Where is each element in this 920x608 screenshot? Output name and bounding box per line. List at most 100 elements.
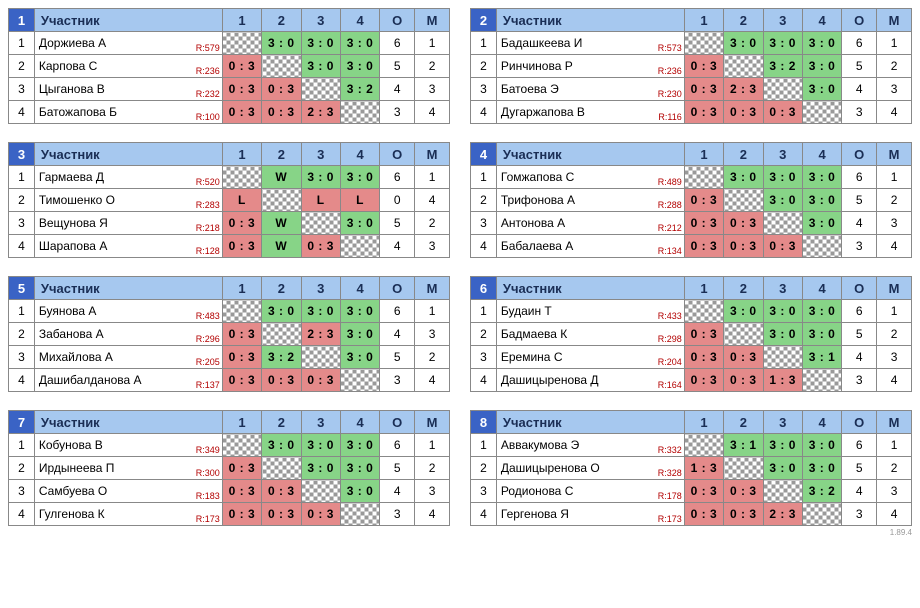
col-header-1: 1 (684, 9, 723, 32)
player-name: Буянова А (39, 304, 97, 318)
row-number: 4 (471, 235, 497, 258)
col-header-m: М (877, 411, 912, 434)
col-header-m: М (877, 143, 912, 166)
points-cell: 0 (380, 189, 415, 212)
score-cell: 3 : 0 (724, 300, 763, 323)
score-cell: 3 : 0 (802, 457, 841, 480)
score-cell: 3 : 0 (301, 55, 340, 78)
table-row: 3Самбуева ОR:1830 : 30 : 33 : 043 (9, 480, 450, 503)
player-name-cell: Антонова АR:212 (496, 212, 684, 235)
row-number: 2 (9, 55, 35, 78)
player-name-cell: Гомжапова СR:489 (496, 166, 684, 189)
col-header-2: 2 (724, 143, 763, 166)
col-header-o: О (380, 9, 415, 32)
group-table: 7Участник1234ОМ1Кобунова ВR:3493 : 03 : … (8, 410, 450, 526)
table-row: 3Вещунова ЯR:2180 : 3W3 : 052 (9, 212, 450, 235)
row-number: 4 (471, 369, 497, 392)
score-cell: 3 : 0 (802, 212, 841, 235)
score-cell (262, 457, 301, 480)
score-cell: 0 : 3 (684, 101, 723, 124)
group-number-header: 6 (471, 277, 497, 300)
group-number-header: 7 (9, 411, 35, 434)
score-cell: 3 : 0 (262, 32, 301, 55)
col-header-1: 1 (222, 411, 261, 434)
score-cell: 3 : 0 (340, 300, 379, 323)
player-name: Дашицыренова Д (501, 373, 599, 387)
table-row: 4Дашибалданова АR:1370 : 30 : 30 : 334 (9, 369, 450, 392)
table-row: 1Будаин ТR:4333 : 03 : 03 : 061 (471, 300, 912, 323)
table-row: 2Ирдынеева ПR:3000 : 33 : 03 : 052 (9, 457, 450, 480)
table-row: 2Ринчинова РR:2360 : 33 : 23 : 052 (471, 55, 912, 78)
player-name: Бадашкеева И (501, 36, 582, 50)
table-row: 2Забанова АR:2960 : 32 : 33 : 043 (9, 323, 450, 346)
player-name: Гергенова Я (501, 507, 569, 521)
col-header-o: О (842, 9, 877, 32)
score-cell (684, 434, 723, 457)
col-header-2: 2 (262, 411, 301, 434)
player-name: Гармаева Д (39, 170, 104, 184)
place-cell: 3 (415, 235, 450, 258)
score-cell: 0 : 3 (724, 101, 763, 124)
row-number: 1 (9, 32, 35, 55)
score-cell: 0 : 3 (724, 235, 763, 258)
row-number: 3 (9, 78, 35, 101)
row-number: 1 (471, 32, 497, 55)
player-name-cell: Самбуева ОR:183 (34, 480, 222, 503)
participant-header: Участник (496, 277, 684, 300)
score-cell: 3 : 0 (340, 434, 379, 457)
score-cell: 3 : 0 (340, 346, 379, 369)
player-rating: R:328 (658, 468, 682, 478)
place-cell: 2 (877, 55, 912, 78)
col-header-2: 2 (724, 411, 763, 434)
participant-header: Участник (34, 143, 222, 166)
row-number: 1 (9, 166, 35, 189)
col-header-3: 3 (763, 9, 802, 32)
score-cell: 0 : 3 (301, 235, 340, 258)
place-cell: 3 (877, 78, 912, 101)
player-name-cell: Михайлова АR:205 (34, 346, 222, 369)
row-number: 4 (471, 503, 497, 526)
score-cell: 3 : 0 (763, 32, 802, 55)
points-cell: 6 (380, 166, 415, 189)
score-cell: 2 : 3 (301, 101, 340, 124)
col-header-o: О (380, 411, 415, 434)
player-name-cell: Бадмаева КR:298 (496, 323, 684, 346)
player-rating: R:100 (196, 112, 220, 122)
participant-header: Участник (34, 411, 222, 434)
group-number-header: 2 (471, 9, 497, 32)
table-row: 1Доржиева АR:5793 : 03 : 03 : 061 (9, 32, 450, 55)
points-cell: 3 (842, 369, 877, 392)
score-cell (222, 32, 261, 55)
player-name: Бабалаева А (501, 239, 573, 253)
score-cell: 3 : 0 (724, 166, 763, 189)
player-rating: R:300 (196, 468, 220, 478)
place-cell: 4 (415, 369, 450, 392)
table-row: 4Дугаржапова ВR:1160 : 30 : 30 : 334 (471, 101, 912, 124)
group-table: 6Участник1234ОМ1Будаин ТR:4333 : 03 : 03… (470, 276, 912, 392)
score-cell: 0 : 3 (684, 212, 723, 235)
points-cell: 5 (380, 346, 415, 369)
score-cell: 3 : 0 (340, 457, 379, 480)
table-row: 1Кобунова ВR:3493 : 03 : 03 : 061 (9, 434, 450, 457)
points-cell: 4 (380, 235, 415, 258)
player-name-cell: Доржиева АR:579 (34, 32, 222, 55)
place-cell: 3 (877, 346, 912, 369)
score-cell: 3 : 0 (802, 32, 841, 55)
participant-header: Участник (34, 9, 222, 32)
col-header-4: 4 (340, 9, 379, 32)
player-name-cell: Гулгенова КR:173 (34, 503, 222, 526)
row-number: 4 (9, 101, 35, 124)
score-cell: 0 : 3 (222, 346, 261, 369)
player-name-cell: Дашибалданова АR:137 (34, 369, 222, 392)
col-header-4: 4 (802, 9, 841, 32)
col-header-m: М (415, 411, 450, 434)
score-cell: 0 : 3 (684, 78, 723, 101)
row-number: 4 (9, 503, 35, 526)
points-cell: 5 (380, 212, 415, 235)
player-rating: R:483 (196, 311, 220, 321)
col-header-4: 4 (802, 143, 841, 166)
score-cell: W (262, 235, 301, 258)
row-number: 4 (9, 235, 35, 258)
score-cell: 0 : 3 (222, 323, 261, 346)
score-cell (684, 32, 723, 55)
